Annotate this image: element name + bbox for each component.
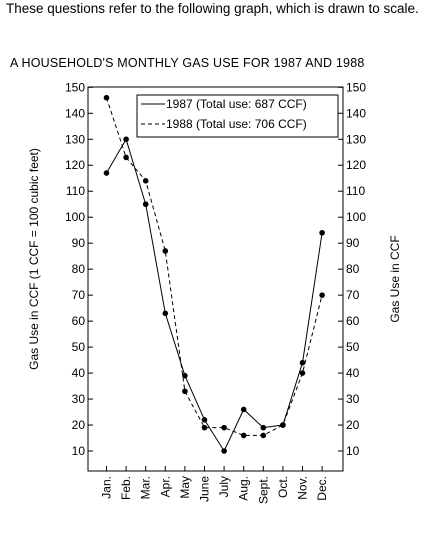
right-tick-label: 140 [346, 106, 366, 120]
series-point-1 [319, 292, 325, 298]
series-point-0 [201, 417, 208, 423]
intro-text: These questions refer to the following g… [6, 1, 419, 16]
y-axis-label-right: Gas Use in CCF [388, 235, 402, 322]
right-tick-label: 30 [346, 392, 360, 406]
chart-title: A HOUSEHOLD'S MONTHLY GAS USE FOR 1987 A… [10, 56, 365, 70]
left-tick-label: 120 [65, 158, 85, 172]
series-lines [106, 97, 323, 453]
series-point-1 [201, 424, 208, 431]
right-tick-label: 120 [346, 158, 366, 172]
series-point-1 [240, 432, 247, 439]
left-tick-label: 80 [72, 262, 86, 276]
series-point-0 [240, 406, 247, 413]
x-tick-label: May [178, 476, 192, 499]
y-axis-label-left: Gas Use in CCF (1 CCF = 100 cubic feet) [27, 148, 41, 370]
x-tick-label: July [217, 476, 231, 497]
series-point-0 [319, 229, 325, 236]
series-point-1 [221, 424, 227, 431]
right-tick-label: 80 [346, 262, 360, 276]
series-point-1 [103, 94, 110, 101]
left-tick-label: 50 [72, 340, 86, 354]
series-point-0 [142, 201, 149, 208]
series-point-1 [123, 154, 129, 161]
left-tick-label: 30 [72, 392, 86, 406]
left-tick-label: 130 [65, 132, 85, 146]
right-tick-label: 100 [346, 210, 366, 224]
left-tick-label: 70 [72, 288, 86, 302]
series-points [103, 94, 325, 454]
right-tick-label: 150 [346, 80, 366, 94]
series-point-0 [260, 424, 267, 431]
series-point-0 [299, 359, 306, 366]
series-point-0 [221, 448, 227, 454]
left-tick-label: 140 [65, 106, 85, 120]
series-point-0 [162, 310, 169, 317]
series-point-0 [123, 136, 129, 143]
right-tick-label: 70 [346, 288, 360, 302]
legend-box [136, 94, 339, 138]
left-tick-label: 150 [65, 80, 85, 94]
legend: 1987 (Total use: 687 CCF) 1988 (Total us… [136, 94, 339, 138]
right-tick-label: 50 [346, 340, 360, 354]
plot-frame [87, 86, 344, 472]
left-tick-label: 10 [72, 444, 86, 458]
left-tick-label: 20 [72, 418, 86, 432]
right-tick-label: 130 [346, 132, 366, 146]
right-tick-label: 90 [346, 236, 360, 250]
x-tick-label: Jan. [100, 476, 114, 499]
series-point-1 [162, 248, 169, 254]
series-point-1 [142, 178, 149, 184]
right-tick-label: 40 [346, 366, 360, 380]
left-tick-label: 60 [72, 314, 86, 328]
series-point-1 [260, 432, 267, 439]
x-axis-ticks: Jan. Feb. Mar. Apr. May June July Aug. Sept. Oct.… [100, 466, 329, 504]
x-tick-label: Nov. [296, 476, 310, 500]
x-tick-label: Oct. [276, 476, 290, 498]
legend-label-1988: 1988 (Total use: 706 CCF) [166, 117, 307, 131]
x-tick-label: Aug. [237, 476, 251, 501]
series-point-0 [182, 372, 188, 379]
right-tick-label: 10 [346, 444, 360, 458]
x-tick-label: Mar. [139, 476, 153, 499]
x-tick-label: June [198, 476, 212, 502]
series-point-1 [299, 370, 306, 376]
left-axis-ticks: 10 20 30 40 50 60 70 80 90 100 110 120 130 140 150 [65, 80, 93, 458]
left-tick-label: 110 [66, 184, 85, 198]
left-tick-label: 100 [65, 210, 85, 224]
series-line-0 [106, 138, 323, 453]
right-tick-label: 20 [346, 418, 360, 432]
right-axis-ticks: 10 20 30 40 50 60 70 80 90 100 110 120 130 140 150 [338, 80, 366, 458]
left-tick-label: 40 [72, 366, 86, 380]
legend-label-1987: 1987 (Total use: 687 CCF) [166, 97, 307, 111]
series-point-0 [103, 170, 110, 176]
x-tick-label: Apr. [158, 476, 172, 497]
right-tick-label: 60 [346, 314, 360, 328]
left-tick-label: 90 [72, 236, 86, 250]
series-line-1 [106, 97, 323, 436]
x-tick-label: Feb. [119, 476, 133, 500]
series-point-1 [280, 422, 286, 428]
x-tick-label: Sept. [256, 476, 270, 504]
right-tick-label: 110 [346, 184, 365, 198]
x-tick-label: Dec. [315, 476, 329, 501]
series-point-1 [182, 388, 188, 395]
